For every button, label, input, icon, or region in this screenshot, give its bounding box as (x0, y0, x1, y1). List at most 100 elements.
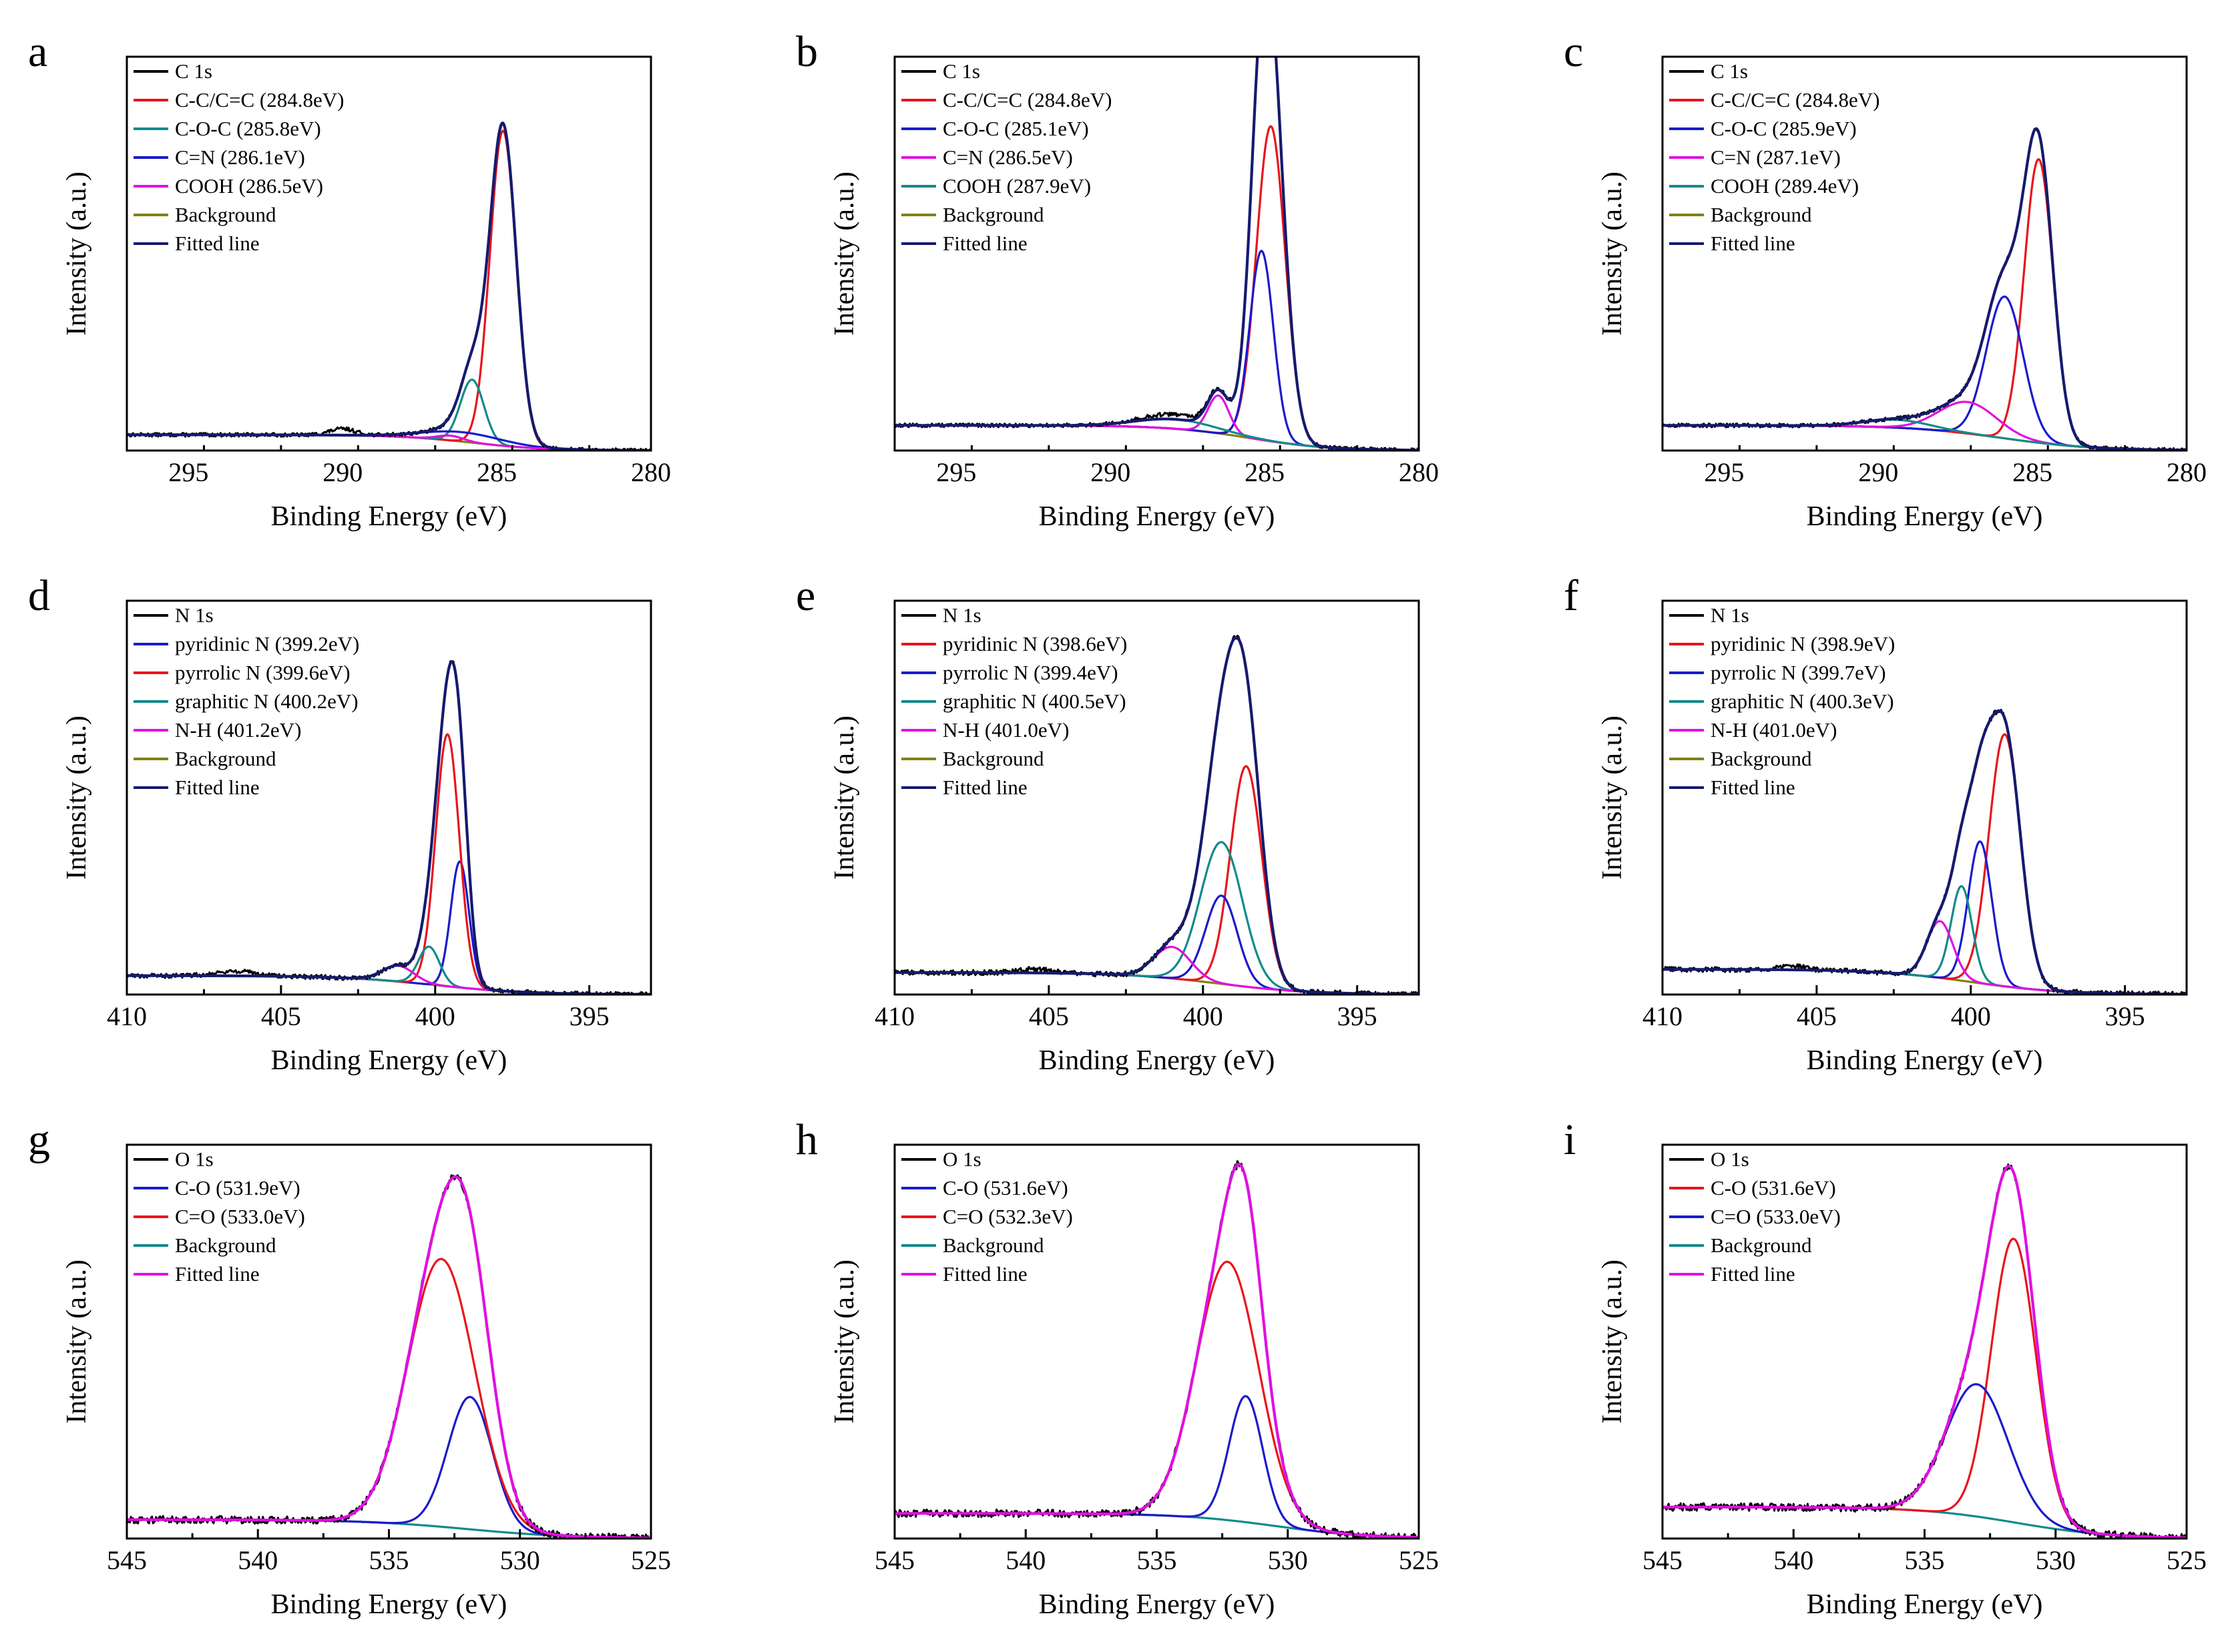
plot-frame (893, 1143, 1420, 1540)
x-tick-label: 395 (1337, 1001, 1377, 1031)
panel-b: 295 290 285 280 Binding Energy (eV) Intensity… (796, 27, 1439, 532)
legend-label: pyridinic N (398.9eV) (1711, 632, 1895, 655)
x-tick-label: 530 (2036, 1545, 2076, 1575)
x-axis-label: Binding Energy (eV) (271, 501, 507, 532)
series-pyridinic-n (895, 765, 1419, 995)
series-fitted-line (127, 660, 651, 995)
series-fitted-line (1662, 127, 2187, 451)
legend-label: C=O (533.0eV) (175, 1205, 305, 1228)
legend-label: graphitic N (400.5eV) (943, 690, 1126, 713)
series-graphitic-n (127, 945, 651, 995)
legend-i: O 1s C-O (531.6eV) C=O (533.0eV) Background… (1669, 1147, 1841, 1286)
x-tick-label: 285 (2012, 457, 2052, 487)
series-c-n (895, 394, 1419, 451)
legend-label: C-O (531.6eV) (943, 1176, 1068, 1199)
x-tick-label: 540 (1006, 1545, 1046, 1575)
legend-label: Fitted line (943, 232, 1028, 255)
x-axis-label: Binding Energy (eV) (1807, 1589, 2043, 1620)
panel-d: 410 405 400 395 Binding Energy (eV) Intensity… (28, 571, 652, 1076)
x-tick-label: 395 (2105, 1001, 2145, 1031)
series-c-o-c (1662, 295, 2187, 451)
x-tick-label: 410 (107, 1001, 147, 1031)
panel-e: 410 405 400 395 Binding Energy (eV) Intensity… (796, 571, 1420, 1076)
x-axis-label: Binding Energy (eV) (271, 1045, 507, 1076)
series-pyrrolic-n (895, 894, 1419, 995)
legend-label: Fitted line (175, 1262, 260, 1286)
curves-f (1662, 709, 2187, 995)
x-tick-label: 400 (1951, 1001, 1991, 1031)
legend-h: O 1s C-O (531.6eV) C=O (532.3eV) Background… (901, 1147, 1073, 1286)
y-axis-label: Intensity (a.u.) (1597, 1260, 1628, 1424)
x-axis-label: Binding Energy (eV) (271, 1589, 507, 1620)
y-axis-label: Intensity (a.u.) (61, 172, 92, 336)
legend-label: COOH (286.5eV) (175, 174, 323, 198)
x-tick-label: 290 (1090, 457, 1130, 487)
legend-label: C-O-C (285.8eV) (175, 117, 321, 140)
series-fitted-line (1662, 709, 2187, 995)
panel-letter: c (1564, 27, 1583, 76)
legend-label: N-H (401.0eV) (1711, 718, 1837, 742)
x-tick-label: 530 (500, 1545, 540, 1575)
x-tick-label: 405 (1797, 1001, 1837, 1031)
panel-c: 295 290 285 280 Binding Energy (eV) Intensity… (1564, 27, 2207, 532)
panel-letter: g (28, 1115, 50, 1164)
plot-frame (126, 55, 652, 452)
legend-label: Fitted line (943, 776, 1028, 799)
panel-letter: b (796, 27, 818, 76)
panel-letter: d (28, 571, 50, 620)
legend-e: N 1s pyridinic N (398.6eV) pyrrolic N (399… (901, 603, 1127, 799)
x-axis-label: Binding Energy (eV) (1039, 501, 1275, 532)
x-tick-label: 295 (936, 457, 976, 487)
series-fitted-line (895, 57, 1419, 451)
legend-label: C-C/C=C (284.8eV) (943, 88, 1112, 111)
legend-b: C 1s C-C/C=C (284.8eV) C-O-C (285.1eV) C=N … (901, 59, 1112, 255)
panel-letter: f (1564, 571, 1578, 620)
x-axis-label: Binding Energy (eV) (1039, 1045, 1275, 1076)
legend-label: COOH (287.9eV) (943, 174, 1091, 198)
plot-frame (1661, 599, 2188, 996)
x-tick-label: 285 (1245, 457, 1285, 487)
x-tick-label: 410 (875, 1001, 915, 1031)
series-background (127, 975, 651, 995)
curves-c (1662, 127, 2187, 451)
legend-label: N 1s (175, 603, 214, 627)
legend-label: C=N (286.1eV) (175, 146, 305, 169)
panel-a: 295 290 285 280 Binding Energy (eV) Intensity… (28, 27, 671, 532)
legend-label: C-O (531.9eV) (175, 1176, 300, 1199)
x-tick-label: 405 (261, 1001, 301, 1031)
legend-label: Fitted line (175, 232, 260, 255)
x-tick-label: 540 (1773, 1545, 1813, 1575)
series-n-h (1662, 920, 2187, 995)
curves-a (127, 121, 651, 451)
y-axis-label: Intensity (a.u.) (829, 172, 860, 336)
x-tick-label: 545 (107, 1545, 147, 1575)
legend-label: Background (943, 747, 1044, 770)
panel-letter: i (1564, 1115, 1576, 1164)
legend-label: pyridinic N (399.2eV) (175, 632, 359, 655)
x-tick-label: 280 (631, 457, 671, 487)
legend-label: C-C/C=C (284.8eV) (175, 88, 344, 111)
x-tick-label: 535 (369, 1545, 409, 1575)
curves-b (895, 57, 1419, 451)
series-graphitic-n (1662, 885, 2187, 995)
series-fitted-line (127, 1175, 651, 1539)
legend-g: O 1s C-O (531.9eV) C=O (533.0eV) Background… (134, 1147, 305, 1286)
series-fitted-line (1662, 1165, 2187, 1539)
legend-label: Background (1711, 203, 1812, 226)
legend-label: pyridinic N (398.6eV) (943, 632, 1127, 655)
x-axis-label: Binding Energy (eV) (1807, 1045, 2043, 1076)
legend-label: Fitted line (1711, 776, 1795, 799)
legend-label: Fitted line (943, 1262, 1028, 1286)
legend-label: C 1s (1711, 59, 1748, 83)
x-tick-label: 295 (1704, 457, 1744, 487)
legend-label: O 1s (175, 1147, 214, 1171)
legend-label: pyrrolic N (399.4eV) (943, 661, 1118, 684)
legend-label: pyrrolic N (399.7eV) (1711, 661, 1886, 684)
x-tick-label: 295 (168, 457, 208, 487)
legend-label: C=N (287.1eV) (1711, 146, 1841, 169)
legend-label: Background (175, 203, 276, 226)
legend-label: N-H (401.2eV) (175, 718, 301, 742)
series-fitted-line (127, 121, 651, 451)
legend-label: C-O-C (285.1eV) (943, 117, 1089, 140)
legend-label: Fitted line (1711, 1262, 1795, 1286)
